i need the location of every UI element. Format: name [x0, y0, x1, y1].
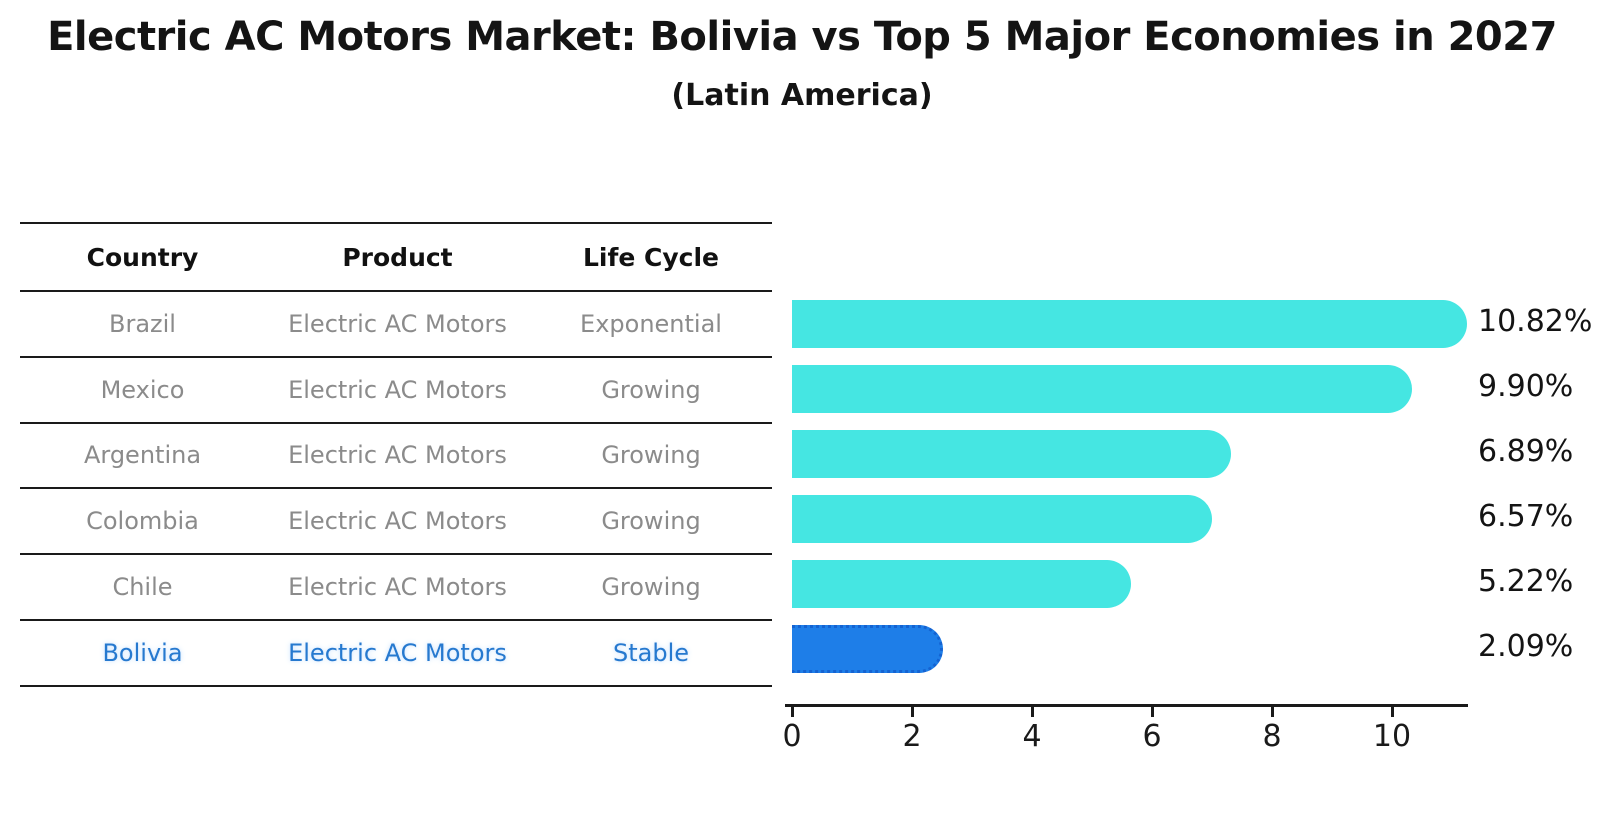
x-tick-0 — [790, 704, 794, 717]
product-cell: Electric AC Motors — [288, 573, 507, 602]
table-header-lifecycle: Life Cycle — [582, 242, 720, 272]
product-cell: Electric AC Motors — [288, 638, 507, 667]
x-tick-label-6: 6 — [1142, 719, 1162, 754]
bar-argentina — [792, 429, 1232, 478]
lifecycle-cell: Stable — [612, 638, 690, 667]
bar-brazil — [792, 300, 1468, 348]
table-row-bolivia: Bolivia Electric AC Motors Stable — [20, 621, 772, 687]
lifecycle-cell: Growing — [601, 441, 701, 470]
x-tick-6 — [1150, 704, 1154, 717]
x-tick-label-2: 2 — [902, 719, 922, 754]
x-tick-label-4: 4 — [1022, 719, 1042, 754]
x-tick-8 — [1270, 704, 1274, 717]
table-row-mexico: Mexico Electric AC Motors Growing — [20, 358, 772, 424]
x-axis-line — [785, 704, 1468, 707]
lifecycle-cell: Growing — [601, 375, 701, 404]
value-label-bolivia: 2.09% — [1478, 628, 1574, 664]
country-cell: Brazil — [109, 309, 176, 338]
x-tick-10 — [1390, 704, 1394, 717]
lifecycle-cell: Growing — [601, 573, 701, 602]
country-cell: Mexico — [100, 375, 185, 404]
value-label-argentina: 6.89% — [1478, 433, 1574, 469]
country-cell: Colombia — [86, 507, 199, 536]
bar-chile — [792, 559, 1132, 608]
table-row-colombia: Colombia Electric AC Motors Growing — [20, 489, 772, 556]
x-tick-4 — [1030, 704, 1034, 717]
table-row-brazil: Brazil Electric AC Motors Exponential — [20, 292, 772, 358]
lifecycle-cell: Exponential — [580, 309, 722, 338]
bar-mexico — [792, 364, 1412, 413]
lifecycle-cell: Growing — [601, 507, 701, 536]
table-row-argentina: Argentina Electric AC Motors Growing — [20, 424, 772, 490]
value-label-mexico: 9.90% — [1478, 368, 1574, 404]
chart-subtitle: (Latin America) — [671, 78, 933, 113]
country-cell: Argentina — [83, 441, 202, 470]
table-body: Brazil Electric AC Motors Exponential Mexic… — [20, 292, 772, 687]
product-cell: Electric AC Motors — [288, 507, 507, 536]
product-cell: Electric AC Motors — [288, 375, 507, 404]
country-cell: Chile — [112, 573, 173, 602]
x-tick-label-8: 8 — [1262, 719, 1282, 754]
bar-colombia — [792, 494, 1213, 543]
product-cell: Electric AC Motors — [288, 441, 507, 470]
table-header-row: Country Product Life Cycle — [20, 222, 772, 292]
country-table: Country Product Life Cycle Brazil Electri… — [20, 222, 772, 687]
value-label-colombia: 6.57% — [1478, 498, 1574, 534]
x-tick-label-0: 0 — [782, 719, 802, 754]
x-tick-2 — [910, 704, 914, 717]
x-tick-label-10: 10 — [1372, 719, 1412, 754]
product-cell: Electric AC Motors — [288, 309, 507, 338]
bar-bolivia — [792, 624, 944, 673]
table-header-country: Country — [86, 242, 199, 272]
country-cell: Bolivia — [102, 638, 183, 667]
value-label-brazil: 10.82% — [1478, 304, 1593, 339]
table-row-chile: Chile Electric AC Motors Growing — [20, 555, 772, 621]
value-label-chile: 5.22% — [1478, 563, 1574, 599]
chart-title: Electric AC Motors Market: Bolivia vs To… — [47, 14, 1557, 60]
table-header-product: Product — [342, 242, 453, 272]
